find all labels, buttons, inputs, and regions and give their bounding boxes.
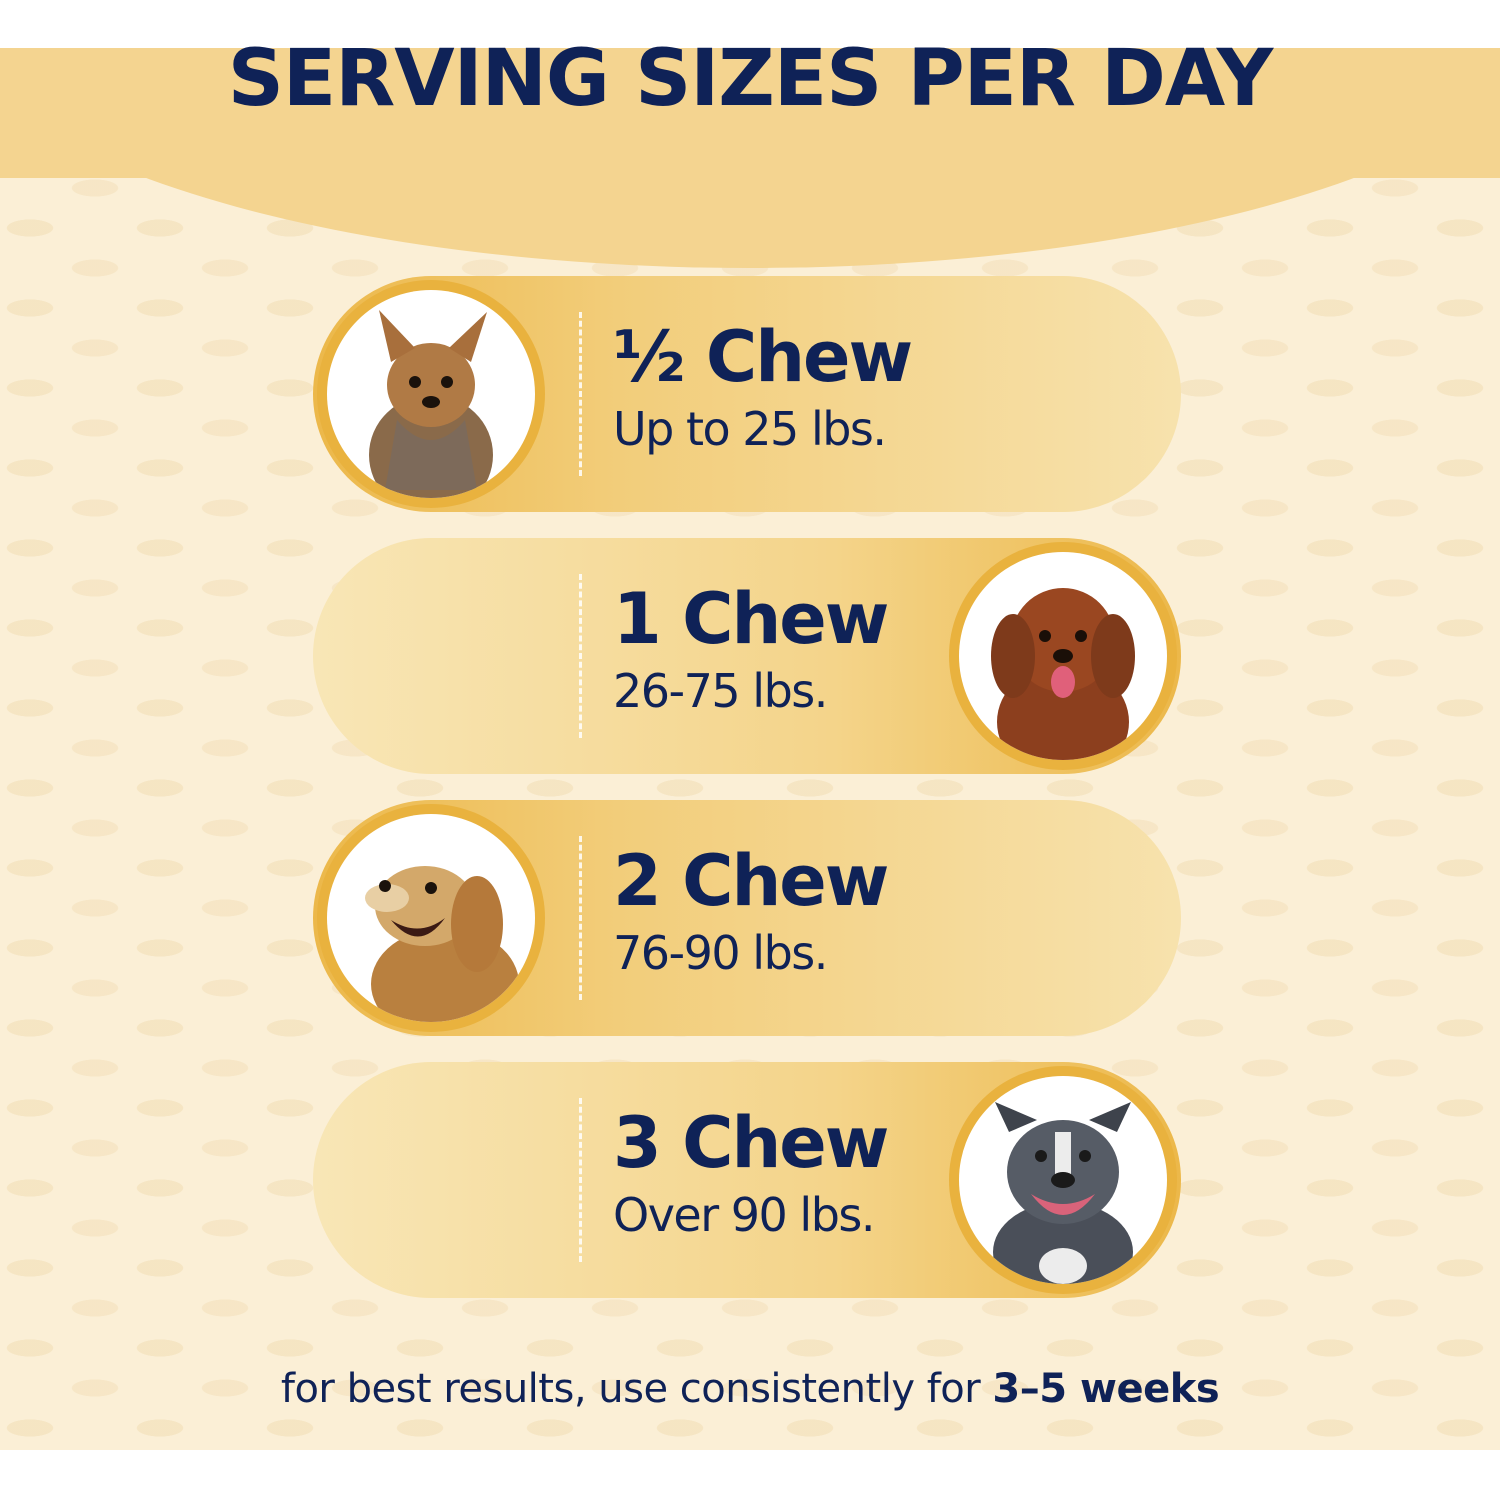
usage-note: for best results, use consistently for 3… (280, 1366, 1220, 1412)
dashed-divider (579, 312, 582, 476)
pit-bull-photo (959, 1076, 1167, 1284)
weight-range: Over 90 lbs. (613, 1188, 876, 1242)
duration-emphasis: 3–5 weeks (992, 1366, 1220, 1412)
dose-label: ½ Chew (613, 316, 913, 398)
page-title: SERVING SIZES PER DAY (227, 34, 1274, 124)
weight-range: Up to 25 lbs. (613, 402, 887, 456)
serving-row: 3 Chew Over 90 lbs. (313, 1062, 1181, 1298)
dose-label: 1 Chew (613, 578, 889, 660)
dog-photo-frame (317, 804, 545, 1032)
serving-row: 1 Chew 26-75 lbs. (313, 538, 1181, 774)
dose-label: 3 Chew (613, 1102, 889, 1184)
serving-row: 2 Chew 76-90 lbs. (313, 800, 1181, 1036)
dashed-divider (579, 574, 582, 738)
dashed-divider (579, 836, 582, 1000)
dog-photo-frame (317, 280, 545, 508)
golden-retriever-photo (327, 814, 535, 1022)
dose-label: 2 Chew (613, 840, 889, 922)
weight-range: 26-75 lbs. (613, 664, 828, 718)
dog-photo-frame (949, 542, 1177, 770)
dashed-divider (579, 1098, 582, 1262)
dog-photo-frame (949, 1066, 1177, 1294)
yorkshire-terrier-photo (327, 290, 535, 498)
weight-range: 76-90 lbs. (613, 926, 828, 980)
serving-row: ½ Chew Up to 25 lbs. (313, 276, 1181, 512)
goldendoodle-photo (959, 552, 1167, 760)
